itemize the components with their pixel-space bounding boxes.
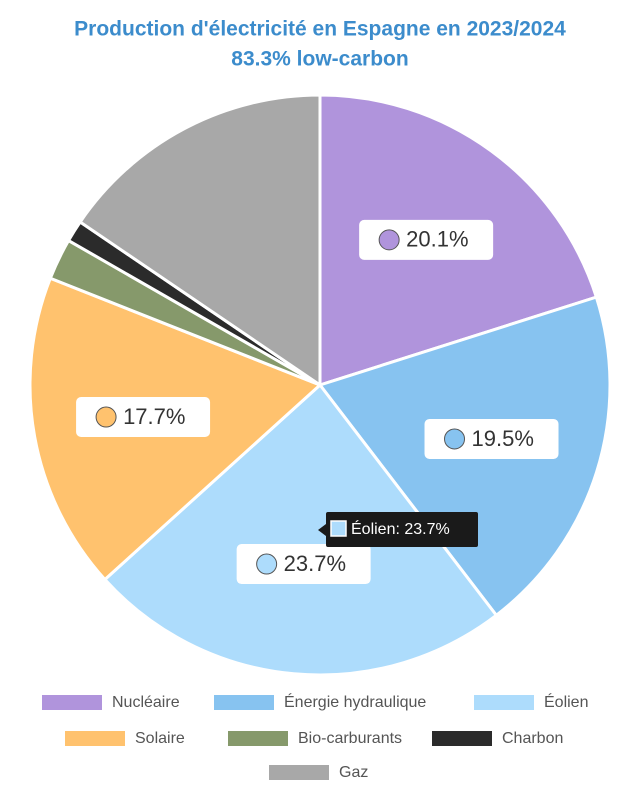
legend-label: Nucléaire	[112, 694, 180, 711]
legend-swatch	[228, 731, 288, 746]
slice	[102, 382, 499, 677]
legend-label: Solaire	[135, 730, 185, 747]
legend: Nucléaire Énergie hydraulique Éolien Solair…	[42, 692, 588, 781]
legend-swatch	[474, 695, 534, 710]
legend-swatch	[269, 765, 329, 780]
label-box	[236, 544, 371, 585]
legend-swatch	[214, 695, 274, 710]
slice	[78, 93, 322, 388]
label-icon	[378, 229, 400, 251]
tooltip-box	[318, 512, 478, 547]
value-label: 23.7%	[284, 551, 346, 576]
value-label: 19.5%	[472, 426, 534, 451]
label-box	[424, 418, 559, 459]
chart-subtitle: 83.3% low-carbon	[231, 48, 408, 71]
legend-swatch	[432, 731, 492, 746]
label-icon	[444, 428, 466, 450]
label-box	[359, 219, 494, 260]
label-box	[76, 397, 211, 438]
labels: 20.1% 19.5% 23.7% 17.7%	[76, 219, 559, 585]
legend-label: Énergie hydraulique	[284, 692, 426, 711]
tooltip-text: Éolien: 23.7%	[351, 519, 450, 538]
legend-swatch	[65, 731, 125, 746]
pie	[28, 93, 612, 677]
tooltip: Éolien: 23.7%	[318, 512, 478, 547]
legend-label: Éolien	[544, 692, 588, 711]
chart-title: Production d'électricité en Espagne en 2…	[74, 18, 566, 41]
value-label: 20.1%	[406, 227, 468, 252]
legend-label: Bio-carburants	[298, 730, 402, 747]
tooltip-swatch	[330, 520, 347, 537]
label-icon	[95, 406, 117, 428]
value-label: 17.7%	[123, 404, 185, 429]
label-icon	[256, 553, 278, 575]
legend-label: Charbon	[502, 730, 563, 747]
legend-label: Gaz	[339, 764, 368, 781]
legend-swatch	[42, 695, 102, 710]
